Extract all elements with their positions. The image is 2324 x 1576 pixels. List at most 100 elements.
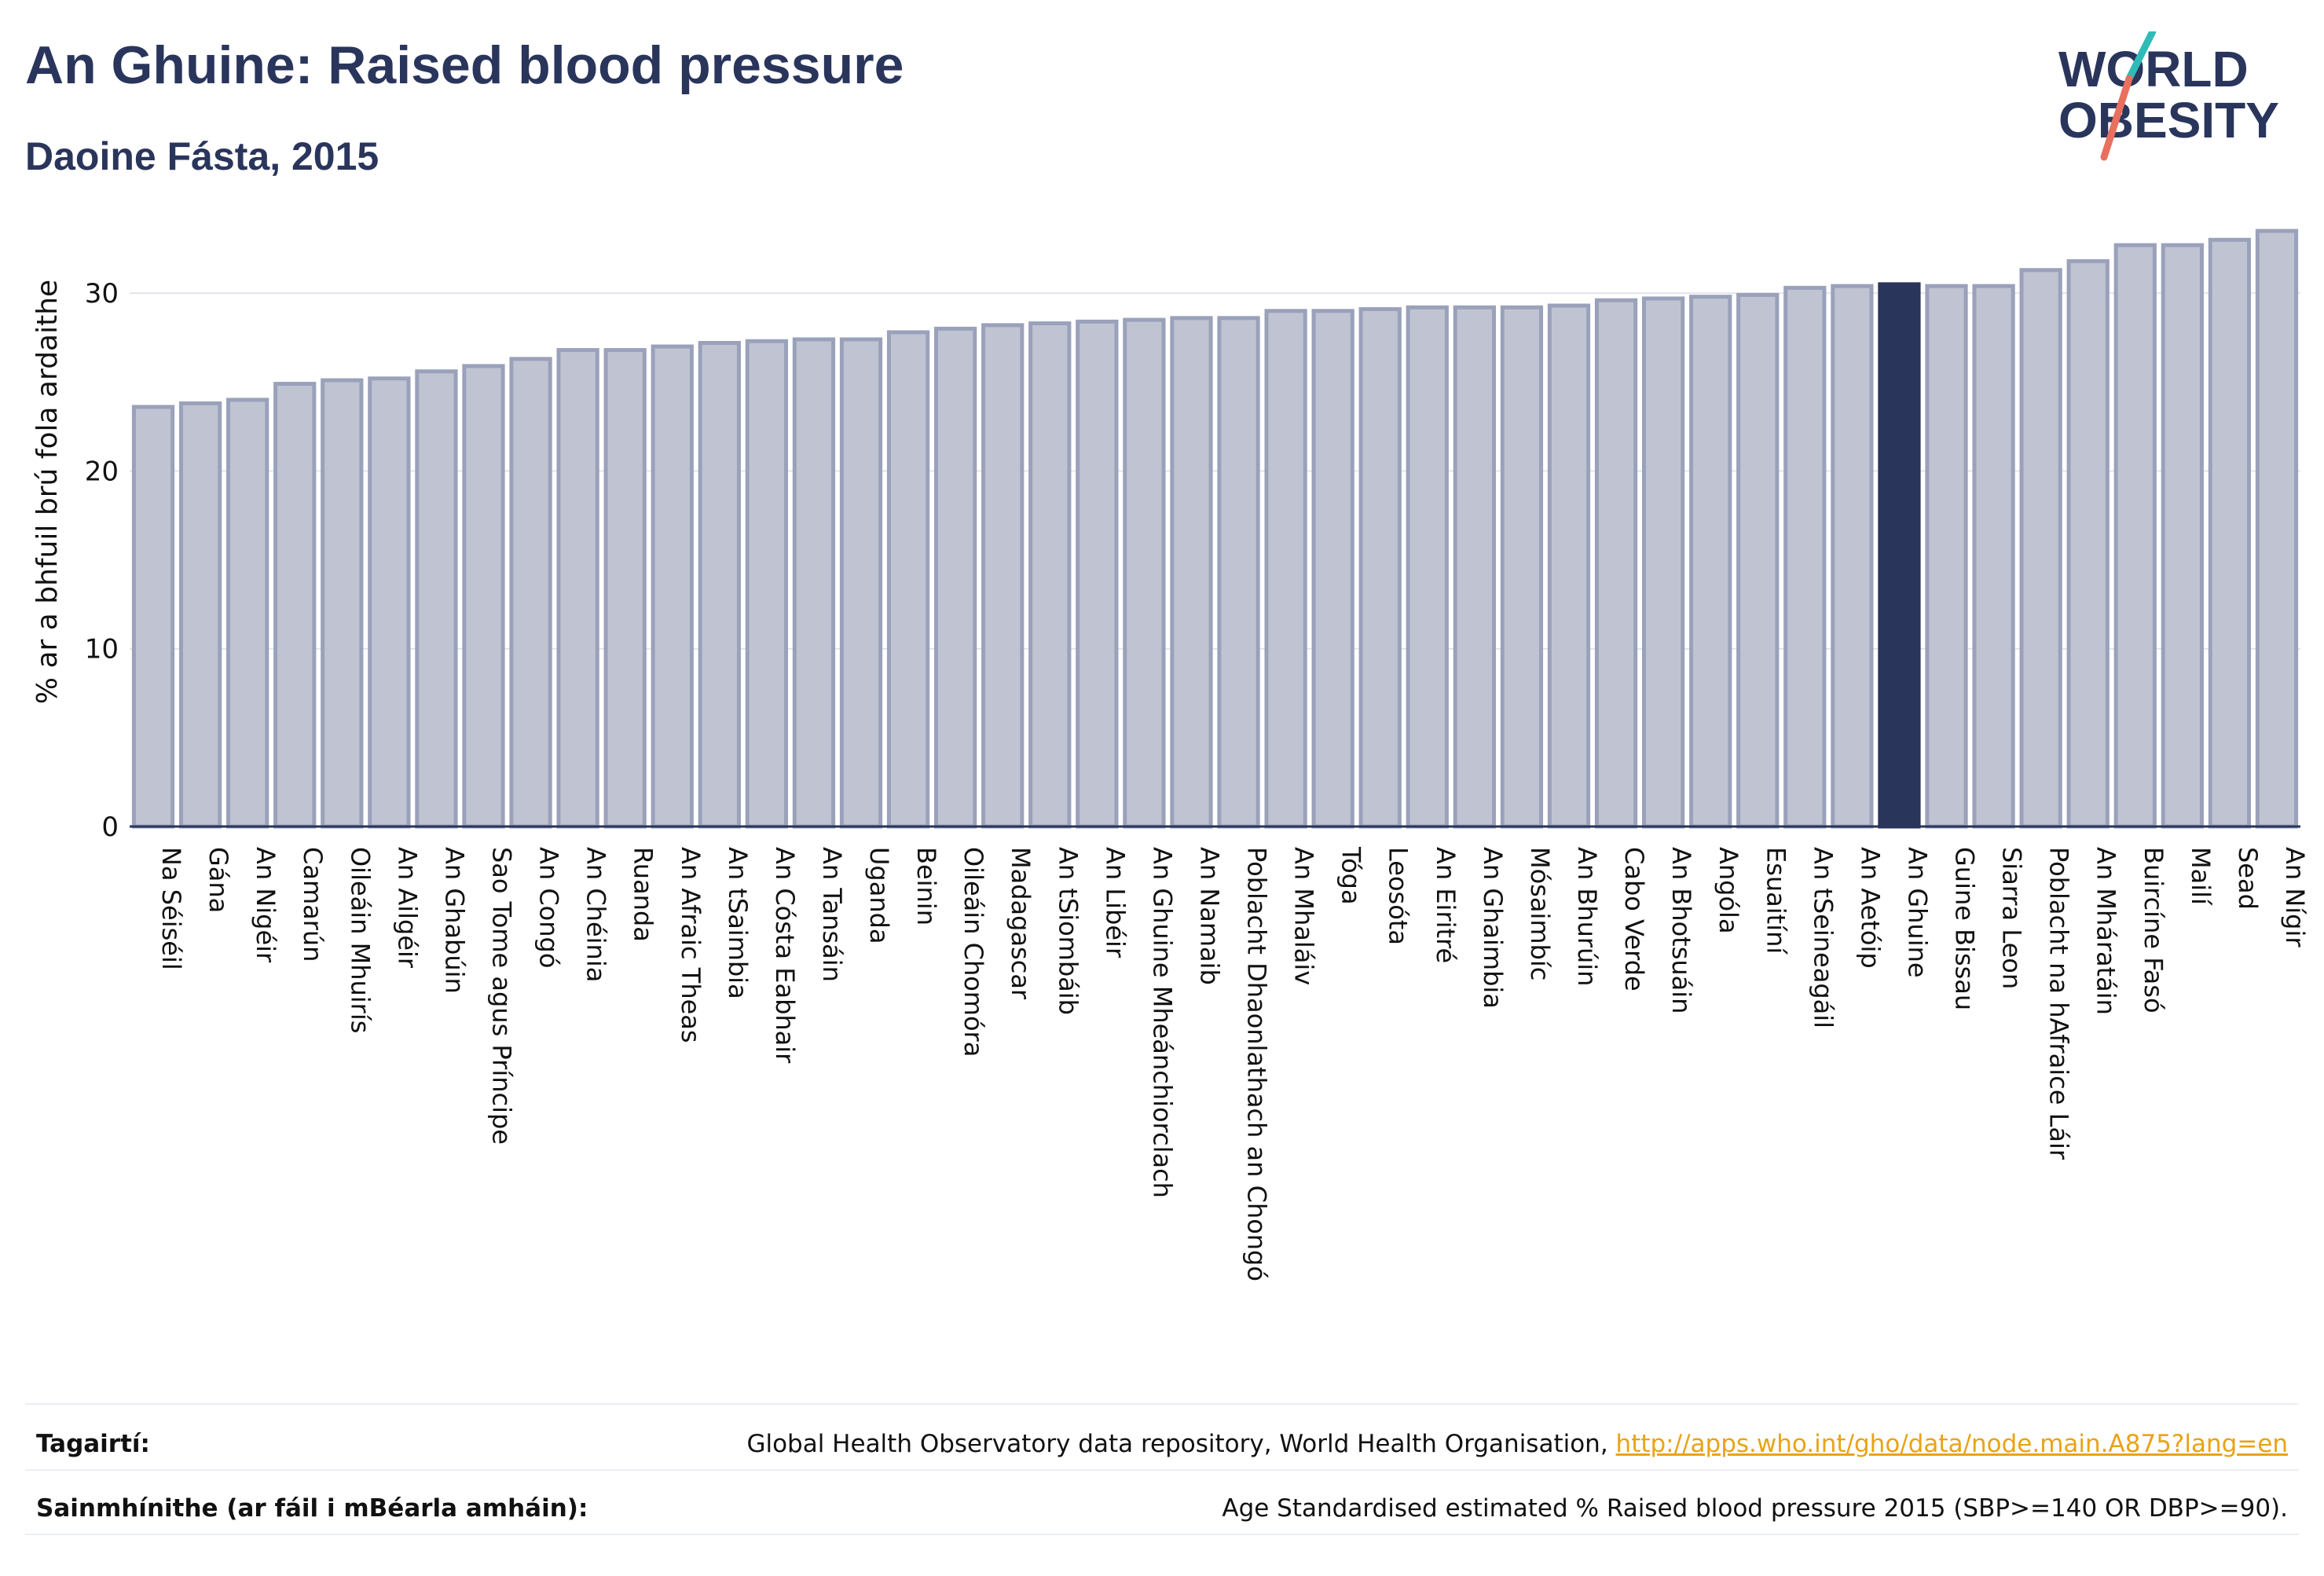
bar (368, 376, 411, 829)
y-tick-label: 0 (101, 812, 119, 843)
bar (462, 364, 505, 829)
bar (1736, 292, 1780, 829)
bar (651, 344, 694, 829)
x-tick-label: An tSaimbia (723, 847, 753, 999)
bar (1594, 298, 1638, 829)
bar (1123, 317, 1166, 829)
bar (934, 326, 977, 829)
x-tick-label: An Libéir (1100, 847, 1130, 958)
bar (1547, 303, 1591, 829)
x-tick-label: An Congó (534, 847, 564, 968)
x-tick-label: Mósaimbíc (1525, 847, 1555, 980)
x-tick-label: An tSiombáib (1053, 847, 1083, 1015)
x-tick-label: Gána (203, 847, 233, 913)
x-tick-label: Angóla (1714, 847, 1743, 934)
bar (1783, 285, 1827, 829)
bar (2255, 229, 2299, 829)
x-tick-label: An Bhotsuáin (1666, 847, 1696, 1013)
x-tick-label: Poblacht Dhaonlathach an Chongó (1242, 847, 1272, 1281)
bar (1217, 316, 1260, 829)
definitions-row: Sainmhínithe (ar fáil i mBéarla amháin):… (25, 1477, 2299, 1540)
x-tick-label: An tSeineagáil (1808, 847, 1838, 1028)
y-tick-label: 10 (85, 634, 119, 665)
bar (415, 369, 458, 829)
bar (1076, 319, 1119, 829)
bar (509, 357, 552, 829)
bar-chart: 0 10 20 30 Na Séiséil Gána An Nigéir Camarún Oil… (31, 229, 2310, 1281)
bar (2019, 268, 2062, 829)
logo-slash-teal (2125, 31, 2157, 82)
bar (886, 330, 930, 829)
bar (1170, 316, 1213, 829)
x-tick-label: An Ghabúin (439, 847, 469, 994)
logo-line1: WORLD (2058, 41, 2249, 97)
x-tick-label: An Namaib (1194, 847, 1224, 985)
bar (1311, 309, 1354, 829)
x-tick-label: Poblacht na hAfraice Láir (2044, 847, 2074, 1160)
bar (1689, 295, 1732, 829)
x-tick-label: An Ghuine (1902, 847, 1932, 978)
x-tick-label: An Ghuine Mheánchiorclach (1147, 847, 1177, 1198)
x-tick-label: Sead (2233, 847, 2263, 910)
footer-divider-middle (25, 1469, 2299, 1471)
x-tick-label: Esuaitíní (1761, 847, 1791, 955)
bar (1358, 307, 1402, 829)
bar (981, 323, 1025, 829)
x-tick-label: Oileáin Chomóra (959, 847, 988, 1057)
x-tick-label: Na Séiséil (156, 847, 186, 970)
x-tick-label: Oileáin Mhuirís (345, 847, 375, 1033)
definitions-value: Age Standardised estimated % Raised bloo… (1222, 1494, 2288, 1523)
x-tick-label: Tóga (1336, 846, 1366, 905)
x-tick-label: An Nígir (2280, 847, 2310, 947)
x-tick-label: An Cósta Eabhair (770, 847, 800, 1064)
bar (1972, 284, 2015, 829)
bar (1453, 305, 1496, 829)
references-value: Global Health Observatory data repositor… (746, 1430, 2288, 1458)
x-tick-label: Beinin (911, 847, 941, 925)
bar (273, 382, 317, 829)
bar (2066, 258, 2110, 829)
references-link[interactable]: http://apps.who.int/gho/data/node.main.A… (1615, 1430, 2288, 1458)
x-tick-label: An Ailgéir (392, 847, 422, 969)
bar (1500, 305, 1544, 829)
bar (2208, 237, 2252, 829)
bar (792, 337, 836, 829)
chart-subtitle: Daoine Fásta, 2015 (25, 134, 379, 178)
y-axis-label: % ar a bhfuil brú fola ardaithe (31, 280, 64, 704)
x-tick-label: An Aetóip (1855, 847, 1885, 969)
bar-layer (131, 229, 2299, 829)
y-tick-label: 20 (85, 456, 119, 487)
x-tick-label: Guine Bissau (1950, 847, 1980, 1010)
logo-line2: OBESITY (2058, 92, 2279, 148)
footer-divider-bottom (25, 1534, 2299, 1535)
x-tick-label: Leosóta (1384, 847, 1413, 945)
bar (556, 348, 599, 829)
x-tick-label: An Bhurúin (1572, 847, 1602, 986)
bar (839, 337, 883, 829)
bar (2161, 243, 2204, 829)
bar (698, 341, 741, 829)
x-tick-label: An Eiritré (1431, 847, 1461, 963)
x-tick-label: Cabo Verde (1619, 847, 1649, 991)
x-tick-label: Madagascar (1006, 847, 1036, 1000)
bar (603, 348, 647, 829)
definitions-label: Sainmhínithe (ar fáil i mBéarla amháin): (36, 1494, 588, 1523)
bar-highlighted (1878, 282, 1921, 829)
references-label: Tagairtí: (36, 1430, 150, 1458)
bar (1641, 296, 1685, 829)
x-tick-label: Mailí (2186, 847, 2216, 906)
bar (131, 405, 175, 829)
x-tick-label: Buircíne Fasó (2139, 847, 2168, 1013)
y-tick-label: 30 (85, 278, 119, 310)
bar (2113, 243, 2157, 829)
x-tick-label: An Chéinia (581, 847, 611, 982)
bar (1925, 284, 1968, 829)
x-tick-label: An Ghaimbia (1478, 847, 1508, 1009)
chart-title: An Ghuine: Raised blood pressure (25, 35, 904, 95)
world-obesity-logo: WORLD OBESITY (2058, 31, 2279, 161)
bar (1264, 309, 1307, 829)
bar (1831, 284, 1874, 829)
x-tick-label: An Tansáin (817, 847, 847, 982)
x-tick-label: Ruanda (629, 847, 658, 942)
logo-slash-coral (2100, 75, 2133, 161)
